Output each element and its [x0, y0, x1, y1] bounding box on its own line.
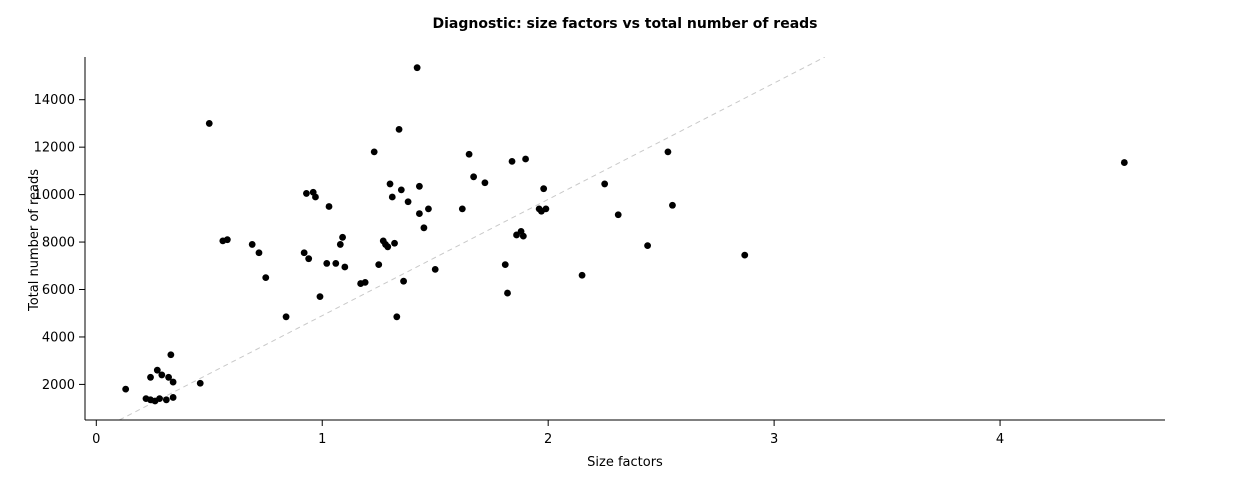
data-point: [508, 157, 516, 165]
x-tick-label: 3: [770, 432, 778, 447]
data-point: [341, 263, 349, 271]
data-point: [415, 210, 423, 217]
data-point: [169, 378, 177, 386]
data-point: [522, 155, 529, 163]
data-point: [540, 185, 548, 193]
data-point: [470, 173, 478, 181]
data-point: [375, 261, 383, 268]
data-point: [336, 241, 344, 248]
data-point: [370, 148, 378, 156]
data-point: [425, 205, 432, 213]
data-point: [255, 249, 263, 257]
data-point: [501, 261, 509, 268]
data-point: [361, 278, 369, 286]
y-tick-label: 12000: [34, 141, 75, 156]
data-point: [420, 224, 428, 232]
data-point: [312, 193, 319, 201]
data-point: [519, 232, 527, 240]
data-point: [397, 186, 405, 194]
data-point: [167, 351, 175, 359]
data-point: [196, 379, 204, 387]
data-point: [386, 180, 394, 188]
y-tick-label: 4000: [42, 330, 75, 345]
data-point: [601, 180, 609, 188]
x-tick-label: 0: [92, 432, 100, 447]
data-point: [391, 239, 398, 247]
y-tick-label: 2000: [42, 378, 75, 393]
data-point: [223, 236, 231, 244]
data-point: [1120, 159, 1128, 166]
data-point: [162, 396, 170, 404]
data-point: [156, 395, 163, 403]
data-point: [325, 203, 333, 210]
data-points-group: [122, 64, 1128, 405]
data-point: [481, 179, 489, 187]
y-tick-label: 6000: [42, 283, 75, 298]
y-tick-label: 8000: [42, 236, 75, 251]
data-point: [323, 260, 331, 267]
data-point: [393, 313, 401, 321]
y-axis-label: Total number of reads: [27, 169, 42, 312]
data-point: [248, 241, 256, 248]
data-point: [504, 289, 511, 297]
data-point: [400, 277, 407, 285]
data-point: [165, 373, 172, 381]
data-point: [122, 385, 130, 393]
data-point: [413, 64, 421, 72]
axes-group: 0 1 2 3 4 2000 4000 6000 8000 10000 12000 14000: [34, 57, 1165, 447]
data-point: [644, 242, 651, 250]
reference-line-group: [119, 57, 826, 420]
data-point: [339, 233, 346, 241]
data-point: [282, 313, 290, 321]
data-point: [332, 260, 340, 267]
x-tick-label: 1: [318, 432, 326, 447]
x-tick-label: 2: [544, 432, 552, 447]
data-point: [465, 150, 473, 158]
data-point: [147, 373, 154, 381]
y-tick-label: 14000: [34, 93, 75, 108]
data-point: [169, 394, 177, 401]
data-point: [388, 193, 396, 201]
data-point: [262, 274, 270, 282]
x-tick-label: 4: [996, 432, 1004, 447]
data-point: [741, 251, 749, 259]
data-point: [578, 271, 586, 279]
data-point: [153, 366, 161, 374]
data-point: [305, 255, 313, 263]
data-point: [404, 198, 412, 206]
x-axis-label: Size factors: [587, 455, 663, 470]
data-point: [300, 249, 308, 257]
data-point: [384, 243, 392, 251]
data-point: [303, 190, 310, 197]
data-point: [458, 205, 466, 213]
data-point: [158, 371, 166, 379]
data-point: [395, 125, 403, 133]
data-point: [431, 265, 439, 273]
data-point: [316, 293, 324, 301]
data-point: [614, 211, 622, 219]
identity-reference-line: [119, 57, 826, 420]
data-point: [664, 148, 672, 156]
y-tick-label: 10000: [34, 188, 75, 203]
data-point: [415, 182, 423, 190]
data-point: [205, 120, 213, 127]
data-point: [542, 205, 550, 213]
chart-title: Diagnostic: size factors vs total number…: [432, 16, 817, 32]
data-point: [669, 201, 676, 209]
